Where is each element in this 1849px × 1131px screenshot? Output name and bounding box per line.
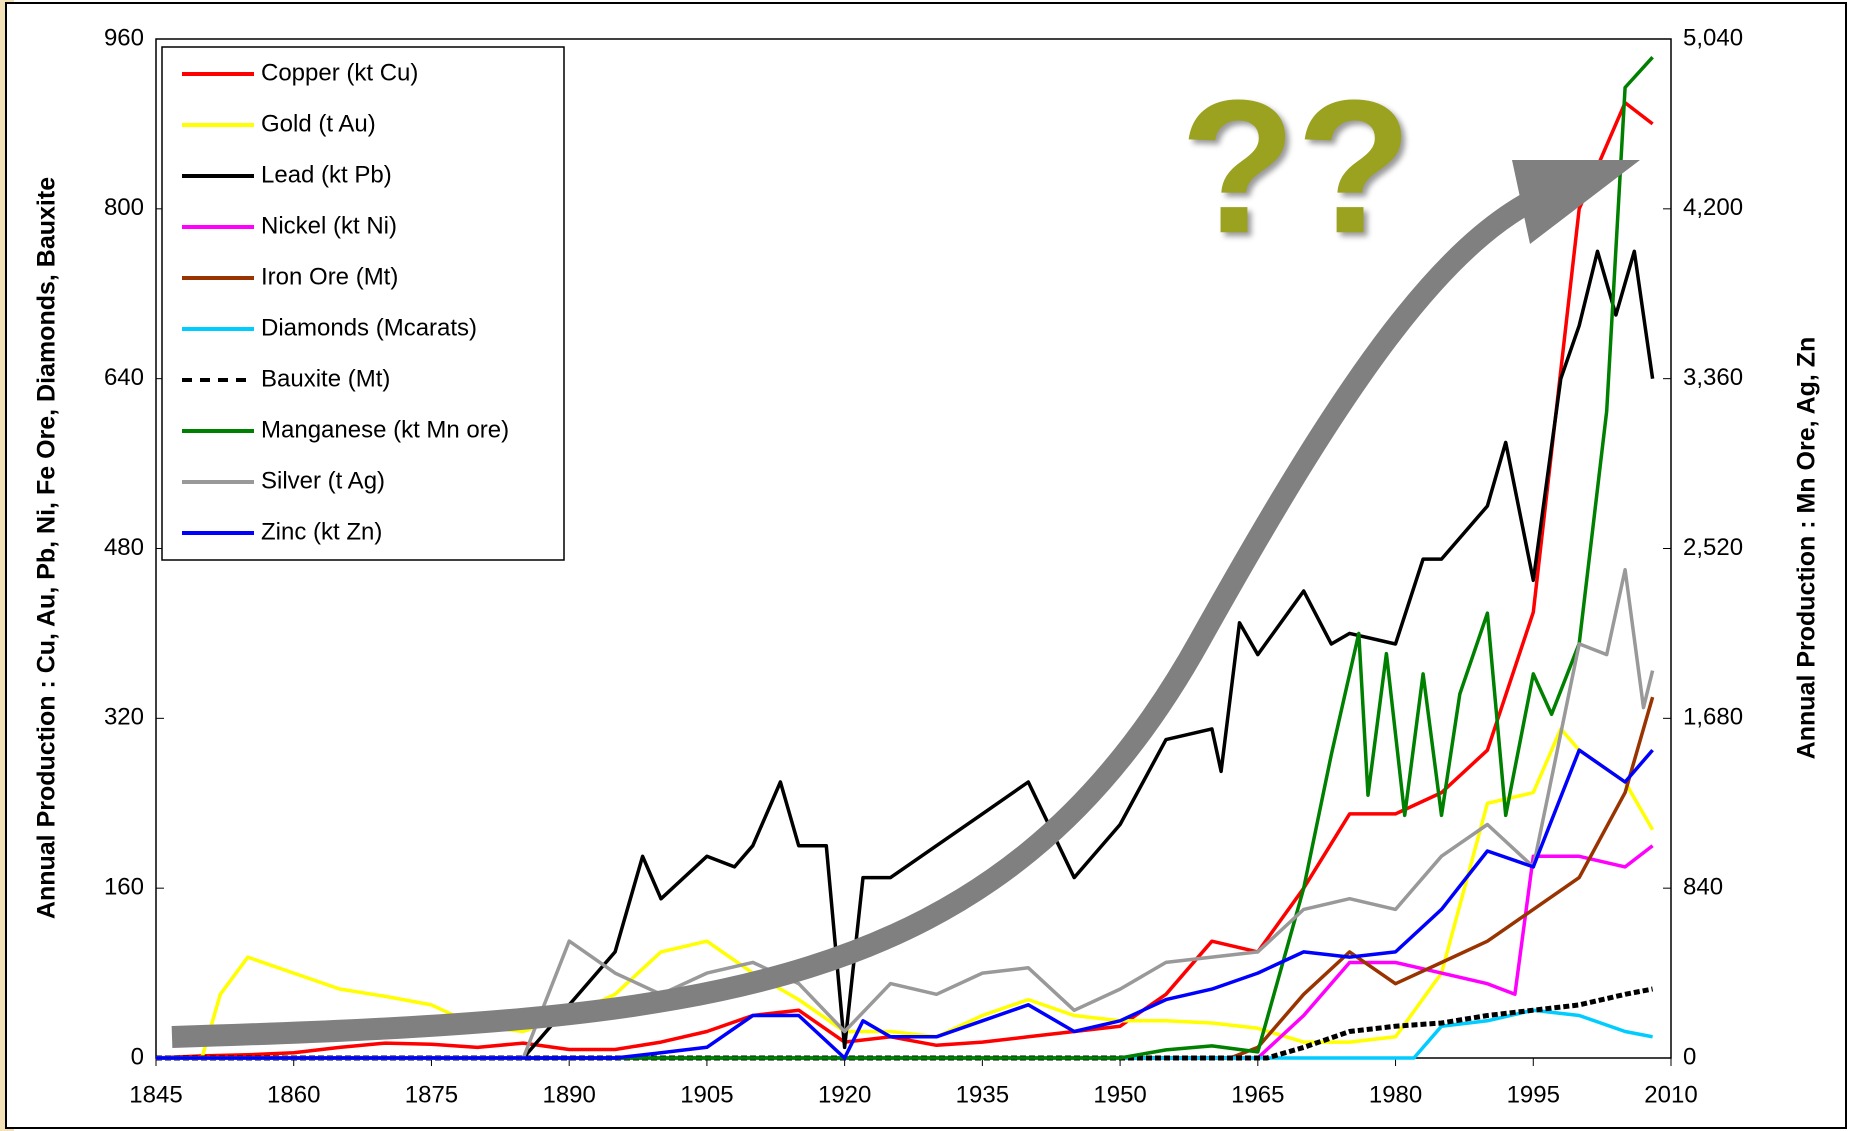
y-tick-label: 0: [131, 1043, 144, 1070]
series-line: [156, 1008, 1653, 1060]
y2-tick-label: 4,200: [1683, 194, 1743, 221]
x-tick-label: 1980: [1369, 1081, 1422, 1108]
series-line: [156, 986, 1654, 1061]
series-line: [156, 56, 1654, 1060]
legend-label: Diamonds (Mcarats): [261, 314, 477, 341]
series-line: [156, 696, 1655, 1060]
y-tick-label: 480: [104, 534, 144, 561]
x-tick-label: 1905: [680, 1081, 733, 1108]
y-tick-label: 960: [104, 24, 144, 51]
y2-axis-label: Annual Production : Mn Ore, Ag, Zn: [1793, 337, 1821, 760]
legend-label: Gold (t Au): [261, 110, 376, 137]
legend-label: Iron Ore (Mt): [261, 263, 398, 290]
x-tick-label: 1845: [129, 1081, 182, 1108]
series-line: [156, 748, 1654, 1060]
x-tick-label: 1875: [405, 1081, 458, 1108]
series-line: [156, 844, 1654, 1060]
x-tick-label: 1950: [1093, 1081, 1146, 1108]
x-tick-label: 2010: [1644, 1081, 1697, 1108]
legend-label: Lead (kt Pb): [261, 161, 392, 188]
legend-label: Silver (t Ag): [261, 467, 385, 494]
y-axis-label: Annual Production : Cu, Au, Pb, Ni, Fe O…: [33, 177, 61, 919]
y2-tick-label: 2,520: [1683, 534, 1743, 561]
legend-label: Bauxite (Mt): [261, 365, 390, 392]
series-line: [156, 249, 1655, 1060]
legend-label: Zinc (kt Zn): [261, 518, 382, 545]
series-line: [156, 727, 1655, 1060]
trend-arrow: [171, 174, 1574, 1048]
legend-box: [161, 46, 565, 561]
y2-tick-label: 3,360: [1683, 364, 1743, 391]
series-line: [155, 100, 1654, 1060]
x-tick-label: 1890: [542, 1081, 595, 1108]
y-tick-label: 320: [104, 704, 144, 731]
y-tick-label: 640: [104, 364, 144, 391]
legend-label: Copper (kt Cu): [261, 59, 418, 86]
legend-label: Manganese (kt Mn ore): [261, 416, 509, 443]
y2-tick-label: 840: [1683, 874, 1723, 901]
annotation: ??: [1180, 61, 1412, 273]
y-tick-label: 800: [104, 194, 144, 221]
y2-tick-label: 5,040: [1683, 24, 1743, 51]
y2-tick-label: 0: [1683, 1043, 1696, 1070]
x-tick-label: 1965: [1231, 1081, 1284, 1108]
x-tick-label: 1920: [818, 1081, 871, 1108]
x-tick-label: 1860: [267, 1081, 320, 1108]
y2-tick-label: 1,680: [1683, 704, 1743, 731]
trend-arrowhead: [1512, 160, 1640, 244]
y-tick-label: 160: [104, 874, 144, 901]
legend-label: Nickel (kt Ni): [261, 212, 397, 239]
series-line: [156, 567, 1655, 1060]
x-tick-label: 1995: [1507, 1081, 1560, 1108]
x-tick-label: 1935: [956, 1081, 1009, 1108]
